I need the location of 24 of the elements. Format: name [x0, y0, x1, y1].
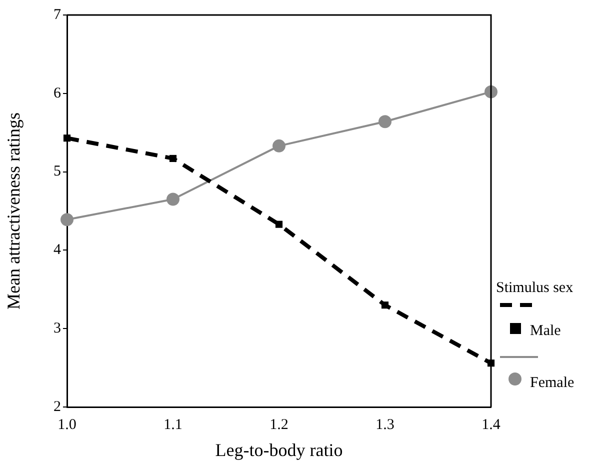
point — [169, 154, 177, 162]
x-tick-label: 1.3 — [376, 416, 394, 433]
legend-title: Stimulus sex — [496, 280, 574, 297]
point — [63, 134, 71, 142]
x-tick-label: 1.1 — [164, 416, 182, 433]
legend-label: Male — [530, 323, 561, 340]
point — [272, 139, 286, 152]
point — [60, 213, 74, 226]
y-tick-label: 5 — [54, 164, 61, 180]
x-tick-label: 1.2 — [270, 416, 288, 433]
x-axis-title: Leg-to-body ratio — [215, 440, 343, 460]
x-tick-label: 1.4 — [482, 416, 501, 433]
y-tick-label: 6 — [54, 85, 62, 102]
x-tick-label: 1.0 — [58, 416, 76, 433]
y-tick-label: 4 — [54, 242, 62, 258]
legend-label: Female — [530, 375, 574, 392]
y-tick-label: 3 — [54, 320, 61, 337]
point — [275, 220, 283, 228]
point — [378, 115, 392, 128]
point — [381, 302, 389, 309]
y-axis-title: Mean attractiveness ratings — [4, 112, 24, 310]
y-tick-label: 2 — [54, 398, 61, 415]
point — [166, 192, 180, 206]
y-tick-label: 7 — [54, 6, 62, 23]
